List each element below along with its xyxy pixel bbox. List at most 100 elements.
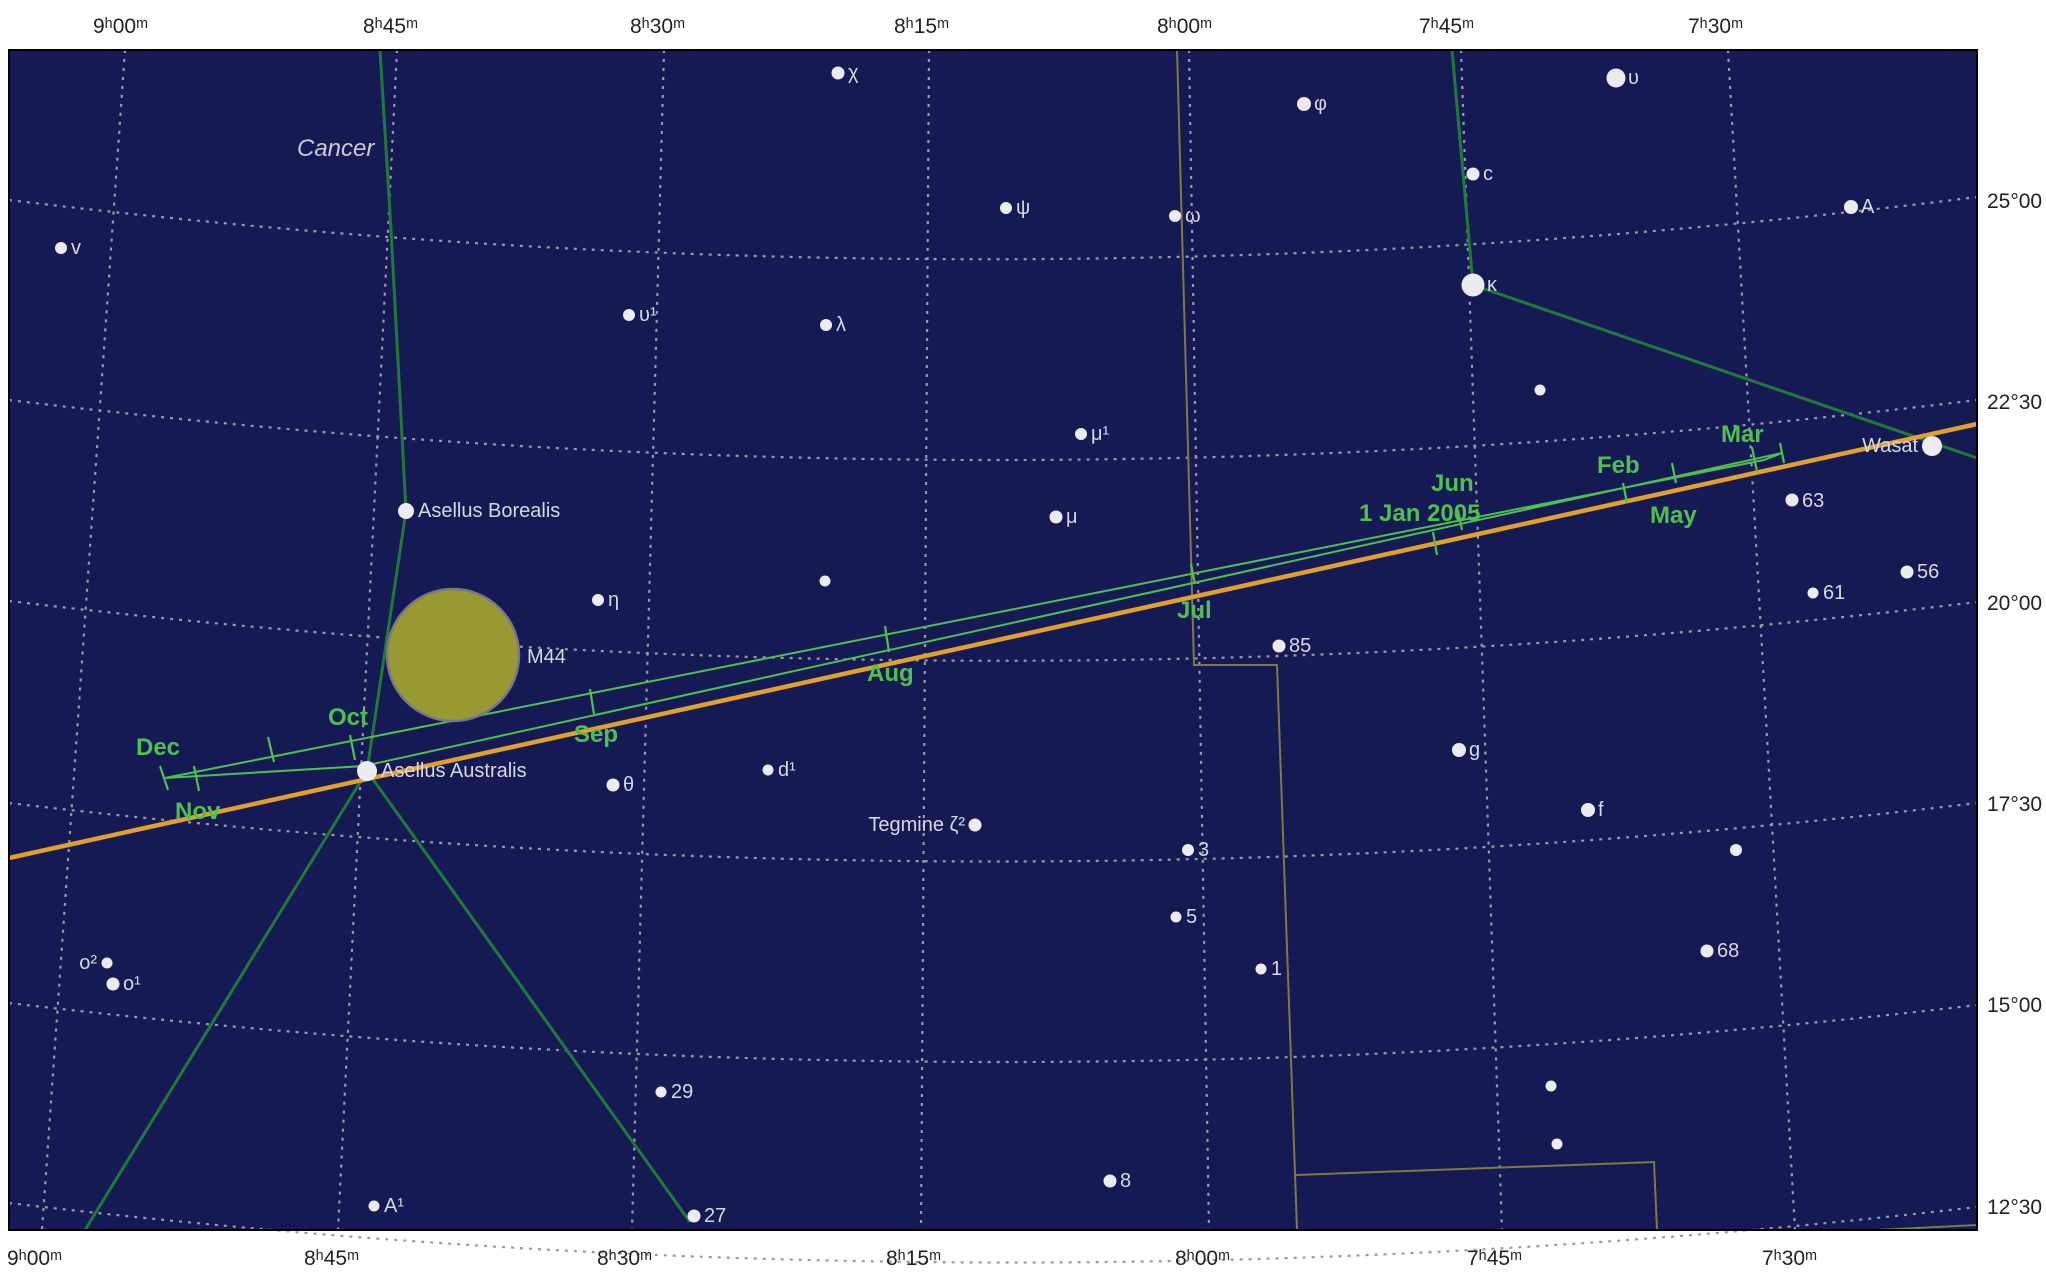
- star-29[interactable]: [655, 1086, 667, 1098]
- star-5[interactable]: [1170, 911, 1182, 923]
- star-label-eta: η: [608, 589, 619, 611]
- star-85[interactable]: [1272, 639, 1286, 653]
- star-A1[interactable]: [368, 1200, 380, 1212]
- ra-bottom-label: 7ʰ30ᵐ: [1762, 1247, 1817, 1270]
- star-unnamed-2[interactable]: [819, 575, 831, 587]
- star-omicron2[interactable]: [101, 957, 113, 969]
- star-lambda[interactable]: [820, 319, 832, 331]
- star-label-psi: ψ: [1016, 197, 1030, 219]
- star-label-omicron2: ο²: [79, 952, 97, 974]
- star-unnamed-1[interactable]: [1534, 384, 1546, 396]
- star-wasat[interactable]: [1922, 436, 1942, 456]
- star-label-upsilon1: υ¹: [639, 304, 657, 326]
- ra-bottom-label: 8ʰ15ᵐ: [886, 1247, 941, 1270]
- star-label-upsilon-gem: υ: [1628, 67, 1639, 89]
- ra-bottom-label: 8ʰ45ᵐ: [304, 1247, 359, 1270]
- path-label-aug: Aug: [867, 660, 914, 687]
- star-label-v: v: [71, 237, 81, 259]
- star-label-8: 8: [1120, 1170, 1131, 1192]
- star-label-lambda: λ: [836, 314, 846, 336]
- star-label-mu1: μ¹: [1091, 423, 1110, 445]
- star-omicron1[interactable]: [106, 977, 120, 991]
- star-label-chi: χ: [848, 62, 859, 84]
- dec-grid: [8, 195, 1978, 1264]
- path-label-jun: Jun: [1431, 470, 1474, 497]
- ra-top-label: 9ʰ00ᵐ: [93, 15, 148, 38]
- star-label-tegmine: Tegmine ζ²: [868, 814, 965, 836]
- star-unnamed-4[interactable]: [1545, 1080, 1557, 1092]
- star-asellus-borealis[interactable]: [398, 503, 414, 519]
- star-chi[interactable]: [831, 66, 845, 80]
- star-56[interactable]: [1900, 565, 1914, 579]
- star-A-gem[interactable]: [1844, 200, 1858, 214]
- path-label-mar: Mar: [1721, 421, 1764, 448]
- star-eta[interactable]: [592, 594, 604, 606]
- star-label-63: 63: [1802, 490, 1824, 512]
- open-cluster-icon[interactable]: [385, 587, 521, 723]
- path-label-feb: Feb: [1597, 452, 1640, 479]
- ra-top-label: 8ʰ30ᵐ: [630, 15, 685, 38]
- star-label-wasat: Wasat: [1862, 435, 1918, 457]
- ra-labels-bottom: 9ʰ00ᵐ 8ʰ45ᵐ 8ʰ30ᵐ 8ʰ15ᵐ 8ʰ00ᵐ 7ʰ45ᵐ 7ʰ30…: [7, 1247, 1817, 1270]
- star-label-5: 5: [1186, 906, 1197, 928]
- star-tegmine[interactable]: [968, 818, 982, 832]
- star-27[interactable]: [687, 1209, 701, 1223]
- star-label-c: c: [1483, 163, 1493, 185]
- star-label-phi: φ: [1314, 93, 1327, 115]
- ra-top-label: 8ʰ00ᵐ: [1157, 15, 1212, 38]
- star-unnamed-3[interactable]: [1730, 844, 1742, 856]
- star-f[interactable]: [1581, 803, 1595, 817]
- path-label-oct: Oct: [328, 704, 368, 731]
- dec-label: 15°00: [1987, 994, 2042, 1017]
- star-label-A-gem: A: [1861, 196, 1875, 218]
- star-g[interactable]: [1452, 743, 1466, 757]
- star-asellus-australis[interactable]: [357, 761, 377, 781]
- star-label-29: 29: [671, 1081, 693, 1103]
- star-label-omicron1: ο¹: [123, 973, 141, 995]
- star-unnamed-5[interactable]: [1551, 1138, 1563, 1150]
- star-psi[interactable]: [1000, 202, 1012, 214]
- star-v[interactable]: [55, 242, 67, 254]
- ra-bottom-label: 8ʰ30ᵐ: [597, 1247, 652, 1270]
- star-label-A1: A¹: [384, 1195, 404, 1217]
- star-theta[interactable]: [606, 778, 620, 792]
- ra-top-label: 8ʰ45ᵐ: [363, 15, 418, 38]
- star-8[interactable]: [1103, 1174, 1117, 1188]
- star-63[interactable]: [1785, 493, 1799, 507]
- star-upsilon1[interactable]: [623, 309, 635, 321]
- ra-grid: [40, 49, 1797, 1231]
- star-label-27: 27: [704, 1205, 726, 1227]
- star-label-theta: θ: [623, 774, 634, 796]
- star-upsilon-gem[interactable]: [1606, 68, 1626, 88]
- chart-frame: [8, 49, 1978, 1231]
- dec-labels: 25°00 22°30 20°00 17°30 15°00 12°30: [1987, 190, 2042, 1219]
- star-61[interactable]: [1807, 587, 1819, 599]
- star-label-1: 1: [1271, 958, 1282, 980]
- star-3[interactable]: [1182, 844, 1194, 856]
- ra-bottom-label: 9ʰ00ᵐ: [7, 1247, 62, 1270]
- star-kappa[interactable]: [1461, 273, 1485, 297]
- star-1[interactable]: [1255, 963, 1267, 975]
- dec-label: 20°00: [1987, 592, 2042, 615]
- star-phi[interactable]: [1297, 97, 1311, 111]
- dec-label: 22°30: [1987, 391, 2042, 414]
- star-label-68: 68: [1717, 940, 1739, 962]
- path-label-sep: Sep: [574, 721, 618, 748]
- star-mu[interactable]: [1049, 510, 1063, 524]
- star-mu1[interactable]: [1075, 428, 1087, 440]
- ra-top-label: 7ʰ45ᵐ: [1419, 15, 1474, 38]
- star-c[interactable]: [1466, 167, 1480, 181]
- star-label-56: 56: [1917, 561, 1939, 583]
- star-omega[interactable]: [1169, 210, 1181, 222]
- star-label-omega: ω: [1185, 205, 1201, 227]
- star-label-asellus-borealis: Asellus Borealis: [418, 500, 560, 522]
- star-label-g: g: [1469, 739, 1480, 761]
- star-68[interactable]: [1700, 944, 1714, 958]
- star-label-mu: μ: [1066, 506, 1078, 528]
- deep-sky-label: M44: [527, 646, 566, 668]
- path-label-start: 1 Jan 2005: [1359, 500, 1480, 527]
- star-d1[interactable]: [762, 764, 774, 776]
- star-label-85: 85: [1289, 635, 1311, 657]
